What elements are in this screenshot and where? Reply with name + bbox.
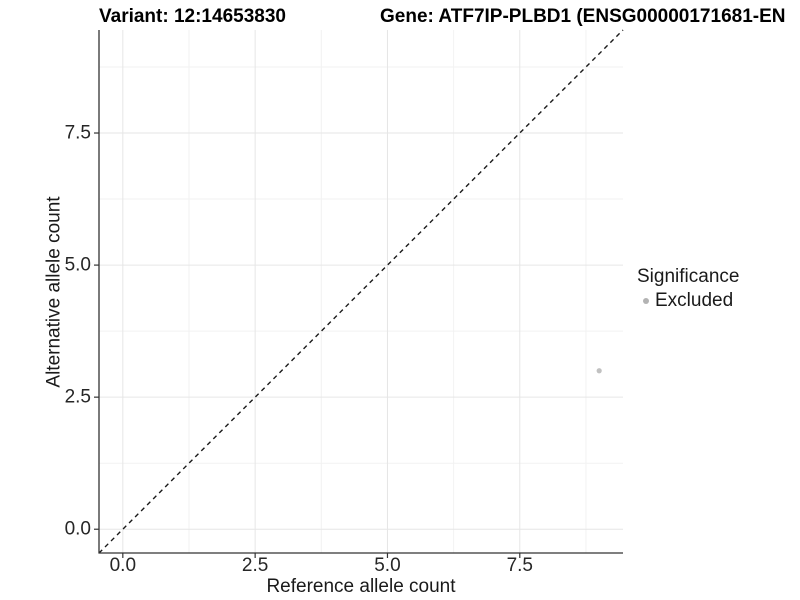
data-point xyxy=(596,368,602,374)
x-tick-label: 2.5 xyxy=(241,555,269,576)
legend-title: Significance xyxy=(637,266,740,287)
y-tick-label: 0.0 xyxy=(64,518,91,540)
x-axis-title: Reference allele count xyxy=(266,576,456,597)
y-tick-label: 5.0 xyxy=(64,254,91,276)
plot-title-variant: Variant: 12:14653830 xyxy=(99,6,286,27)
legend-entry-excluded: Excluded xyxy=(637,289,739,312)
x-tick-label: 0.0 xyxy=(109,555,137,576)
y-tick-label: 7.5 xyxy=(64,122,91,144)
x-tick-label: 7.5 xyxy=(506,555,533,576)
y-axis-title: Alternative allele count xyxy=(43,196,65,388)
plot-title-gene: Gene: ATF7IP-PLBD1 (ENSG00000171681-EN xyxy=(380,6,786,27)
y-tick-label: 2.5 xyxy=(64,386,91,408)
legend-entry-label: Excluded xyxy=(655,289,734,311)
legend: Significance Excluded xyxy=(637,266,739,312)
identity-dashed-line xyxy=(98,29,624,554)
x-tick-label: 5.0 xyxy=(374,555,401,576)
legend-key-circle-icon xyxy=(643,298,649,305)
